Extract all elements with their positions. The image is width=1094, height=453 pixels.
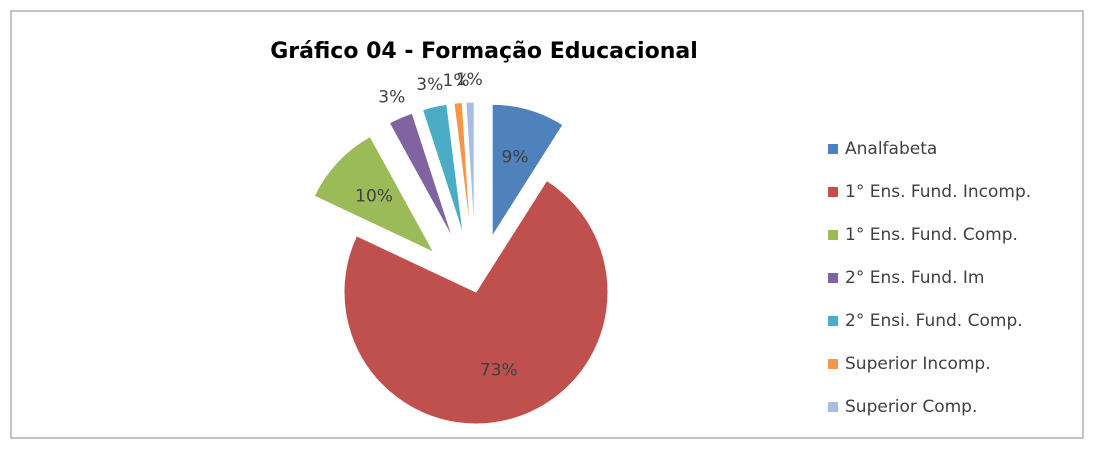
- legend-label: 1° Ens. Fund. Incomp.: [845, 182, 1031, 202]
- legend-label: Superior Incomp.: [845, 354, 991, 374]
- legend-label: Superior Comp.: [845, 397, 977, 417]
- legend-swatch: [828, 144, 838, 154]
- pie-slice: [491, 103, 564, 239]
- legend-swatch: [828, 187, 838, 197]
- pie-slice: [465, 101, 475, 235]
- legend-swatch: [828, 316, 838, 326]
- legend-swatch: [828, 359, 838, 369]
- data-label: 9%: [502, 148, 529, 168]
- data-label: 3%: [416, 75, 443, 95]
- legend-swatch: [828, 273, 838, 283]
- pie-slice: [343, 179, 609, 425]
- pie-slice: [453, 101, 472, 235]
- data-label: 3%: [378, 87, 405, 107]
- data-label: 1%: [443, 71, 470, 91]
- data-label: 1%: [456, 70, 483, 90]
- chart-title: Gráfico 04 - Formação Educacional: [270, 39, 698, 64]
- legend-label: Analfabeta: [845, 139, 937, 159]
- legend-swatch: [828, 230, 838, 240]
- legend-label: 1° Ens. Fund. Comp.: [845, 225, 1018, 245]
- legend-label: 2° Ens. Fund. Im: [845, 268, 984, 288]
- pie-slice: [388, 112, 454, 240]
- data-label: 10%: [355, 186, 393, 206]
- legend-swatch: [828, 402, 838, 412]
- data-label: 73%: [480, 361, 518, 381]
- legend-label: 2° Ensi. Fund. Comp.: [845, 311, 1023, 331]
- pie-slice: [313, 135, 435, 254]
- pie-slice: [421, 103, 464, 236]
